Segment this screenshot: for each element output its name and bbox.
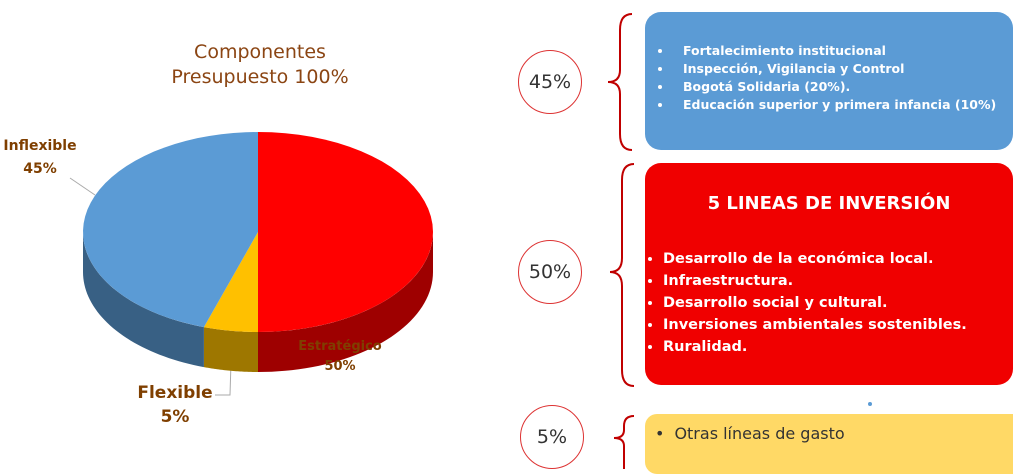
list: Fortalecimiento institucionalInspección,… [645,42,1013,114]
percent-circle: 50% [518,240,582,304]
percent-circle: 5% [520,405,584,469]
slice-label: Flexible [137,383,212,403]
list-item: Ruralidad. [663,336,1013,358]
list-item: Educación superior y primera infancia (1… [673,96,1013,114]
chart-title: Componentes Presupuesto 100% [171,41,349,88]
slice-value-label: 50% [324,359,355,374]
pie-slice [83,132,258,328]
list-item: Infraestructura. [663,270,1013,292]
list-item: Desarrollo de la económica local. [663,248,1013,270]
list-item: Otras líneas de gasto [655,424,1013,443]
slice-label: Estratégico [298,339,382,354]
slice-value-label: 45% [23,161,57,177]
slice-label: Inflexible [3,138,76,154]
pie-slice [258,132,433,332]
pie-slice-side [258,232,433,372]
list-item: Fortalecimiento institucional [673,42,1013,60]
slice-value-label: 5% [161,407,190,427]
pie-slice-side [203,327,258,372]
percent-circle: 45% [518,50,582,114]
list: Desarrollo de la económica local.Infraes… [645,248,1013,358]
panel-heading: 5 LINEAS DE INVERSIÓN [707,193,951,214]
panel-estrategico: 5 LINEAS DE INVERSIÓN Desarrollo de la e… [645,163,1013,385]
list-item: Inversiones ambientales sostenibles. [663,314,1013,336]
list-item: Bogotá Solidaria (20%). [673,78,1013,96]
panel-inflexible: Fortalecimiento institucionalInspección,… [645,12,1013,150]
panel-flexible: Otras líneas de gasto [645,414,1013,474]
list-item: Inspección, Vigilancia y Control [673,60,1013,78]
list: Otras líneas de gasto [645,424,1013,443]
braces [607,13,635,469]
pie-slice [203,232,258,332]
list-item: Desarrollo social y cultural. [663,292,1013,314]
dot [868,402,872,406]
pie-slice-side [83,232,204,368]
